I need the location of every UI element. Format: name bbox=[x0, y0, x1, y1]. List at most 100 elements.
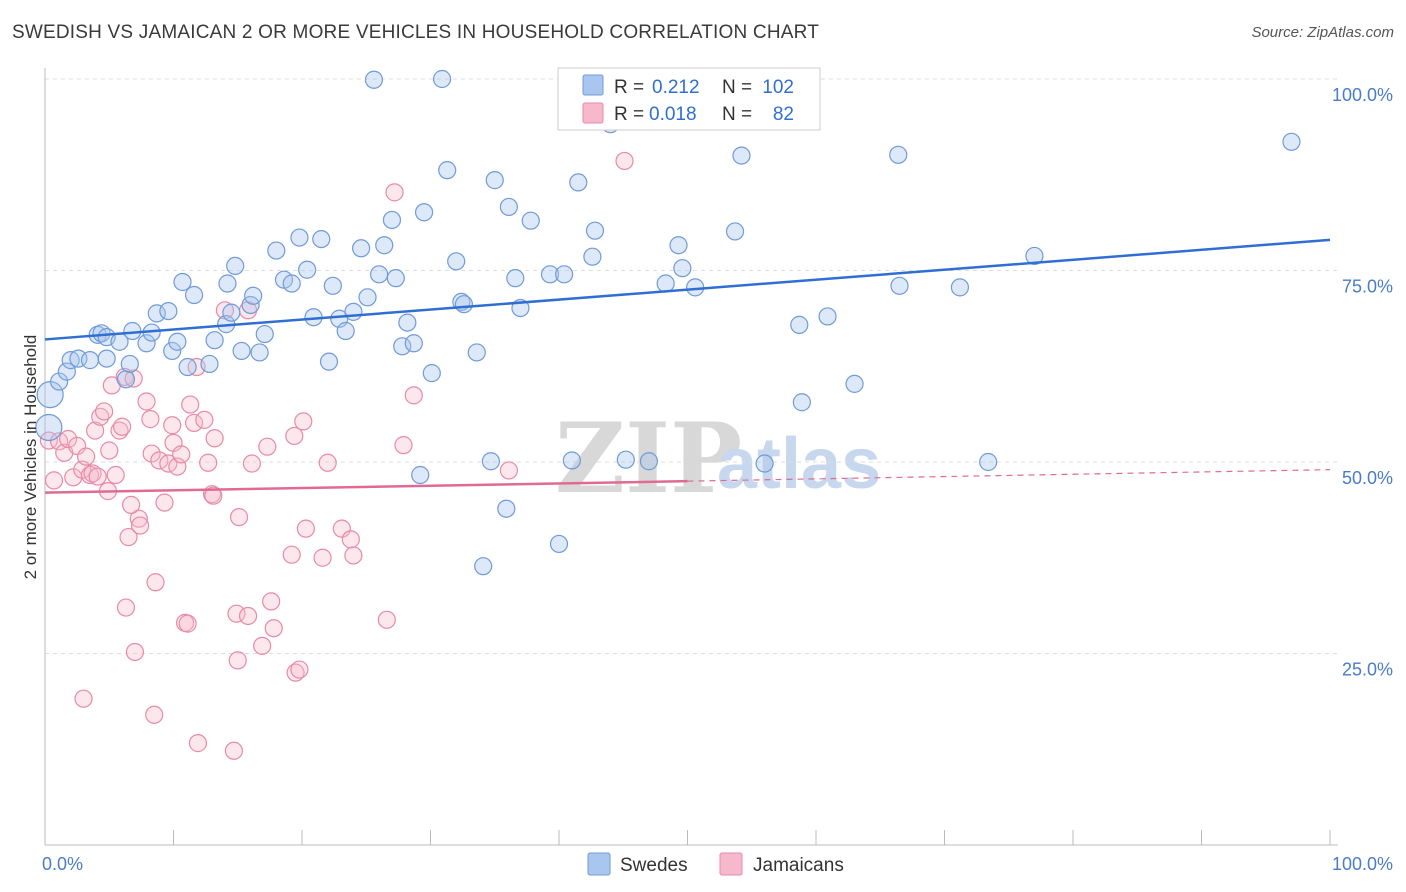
jamaicans-point bbox=[116, 598, 136, 617]
swedes-point bbox=[352, 239, 371, 258]
jamaicans-point bbox=[195, 410, 214, 429]
jamaicans-point bbox=[155, 493, 174, 512]
swedes-point bbox=[411, 465, 430, 485]
trend-lines bbox=[44, 238, 1331, 494]
y-tick-label: 50.0% bbox=[1342, 468, 1393, 488]
swedes-point bbox=[755, 454, 774, 473]
jamaicans-point bbox=[344, 546, 363, 565]
swedes-point bbox=[232, 341, 251, 361]
swedes-point bbox=[569, 173, 588, 192]
jamaicans-point bbox=[178, 614, 197, 633]
jamaicans-point bbox=[377, 610, 396, 629]
jamaicans-point bbox=[181, 395, 200, 414]
swedes-point bbox=[485, 171, 504, 190]
jamaicans-point bbox=[44, 471, 64, 490]
jamaicans-point bbox=[199, 453, 218, 472]
swedes-point bbox=[323, 276, 342, 295]
swedes-point bbox=[250, 343, 269, 362]
tick-labels: 25.0% 50.0% 75.0% 100.0% 0.0% 100.0% bbox=[42, 85, 1393, 874]
jamaicans-point bbox=[227, 604, 246, 623]
swedes-point bbox=[282, 274, 301, 293]
jamaicans-point bbox=[313, 548, 332, 567]
jamaicans-point bbox=[88, 467, 107, 486]
jamaicans-point bbox=[282, 545, 301, 564]
swedes-point bbox=[370, 265, 389, 284]
swedes-point bbox=[540, 265, 560, 284]
swedes-point bbox=[818, 307, 837, 326]
swedes-point bbox=[69, 349, 88, 368]
jamaicans-point bbox=[74, 689, 93, 708]
swedes-point bbox=[255, 324, 274, 344]
swedes-point bbox=[147, 304, 166, 323]
swedes-point bbox=[890, 276, 909, 295]
swedes-point bbox=[163, 341, 182, 361]
swedes-point bbox=[422, 364, 441, 383]
jamaicans-point bbox=[262, 592, 281, 611]
jamaicans-point bbox=[86, 421, 105, 440]
swedes-point bbox=[497, 499, 516, 518]
swedes-point bbox=[336, 321, 355, 341]
jamaicans-point bbox=[95, 402, 114, 421]
jamaicans-point bbox=[59, 429, 78, 449]
swedes-point bbox=[61, 351, 80, 370]
jamaicans-point bbox=[100, 441, 119, 460]
jamaicans-point bbox=[124, 369, 143, 388]
swedes-point bbox=[447, 252, 466, 271]
jamaicans-trend-line-solid bbox=[44, 479, 688, 494]
bottom-legend-label-swedes: Swedes bbox=[620, 855, 688, 876]
bottom-legend-label-jamaicans: Jamaicans bbox=[753, 855, 844, 876]
jamaicans-point bbox=[145, 705, 164, 724]
swedes-point bbox=[979, 452, 998, 472]
jamaicans-point bbox=[341, 530, 360, 549]
jamaicans-point bbox=[385, 183, 404, 202]
swedes-point bbox=[521, 211, 540, 230]
jamaicans-point bbox=[77, 447, 96, 466]
swedes-point bbox=[725, 222, 745, 241]
swedes-point bbox=[178, 357, 197, 377]
swedes-point bbox=[364, 70, 384, 89]
swedes-point bbox=[244, 286, 263, 305]
jamaicans-point bbox=[112, 417, 132, 436]
swedes-point bbox=[732, 146, 751, 165]
legend-swatch-swedes bbox=[582, 74, 604, 96]
jamaicans-point bbox=[188, 734, 208, 753]
swedes-point bbox=[116, 370, 136, 389]
swedes-point bbox=[950, 278, 970, 297]
legend-swatch-jamaicans bbox=[582, 102, 604, 124]
swedes-point bbox=[467, 343, 486, 362]
swedes-point bbox=[432, 69, 452, 89]
jamaicans-point bbox=[394, 436, 413, 455]
swedes-point bbox=[298, 260, 317, 279]
swedes-point bbox=[555, 265, 574, 284]
legend-n-value-jamaicans: 82 bbox=[773, 104, 794, 125]
legend-n-value-swedes: 102 bbox=[762, 77, 794, 98]
series-legend: Swedes Jamaicans bbox=[587, 852, 844, 876]
watermark-atlas: atlas bbox=[717, 424, 881, 504]
bottom-legend-swatch-swedes bbox=[587, 852, 611, 876]
legend-r-label-swedes: R = bbox=[614, 77, 644, 98]
jamaicans-point bbox=[242, 454, 261, 473]
swedes-point bbox=[184, 285, 204, 305]
swedes-point bbox=[499, 197, 518, 217]
swedes-point bbox=[168, 332, 187, 351]
swedes-point bbox=[200, 354, 219, 374]
swedes-trend-line bbox=[44, 238, 1331, 341]
jamaicans-point bbox=[499, 461, 518, 480]
swedes-point bbox=[438, 161, 457, 180]
jamaicans-point bbox=[228, 651, 247, 670]
jamaicans-point bbox=[121, 495, 141, 514]
y-tick-label: 100.0% bbox=[1332, 85, 1393, 105]
legend-n-label-jamaicans: N = bbox=[722, 104, 752, 125]
swedes-point bbox=[585, 221, 605, 240]
swedes-point bbox=[375, 236, 394, 255]
jamaicans-point bbox=[318, 453, 337, 472]
swedes-point bbox=[474, 557, 493, 576]
swedes-point bbox=[506, 269, 525, 288]
stats-legend: R = 0.212 N = 102 R = 0.018 N = 82 bbox=[557, 67, 821, 131]
jamaicans-point bbox=[229, 508, 249, 527]
swedes-point bbox=[562, 451, 581, 470]
swedes-point bbox=[1025, 246, 1044, 266]
chart-title: SWEDISH VS JAMAICAN 2 OR MORE VEHICLES I… bbox=[12, 22, 820, 43]
watermark-zip: ZIP bbox=[555, 402, 742, 515]
jamaicans-point bbox=[253, 636, 272, 655]
